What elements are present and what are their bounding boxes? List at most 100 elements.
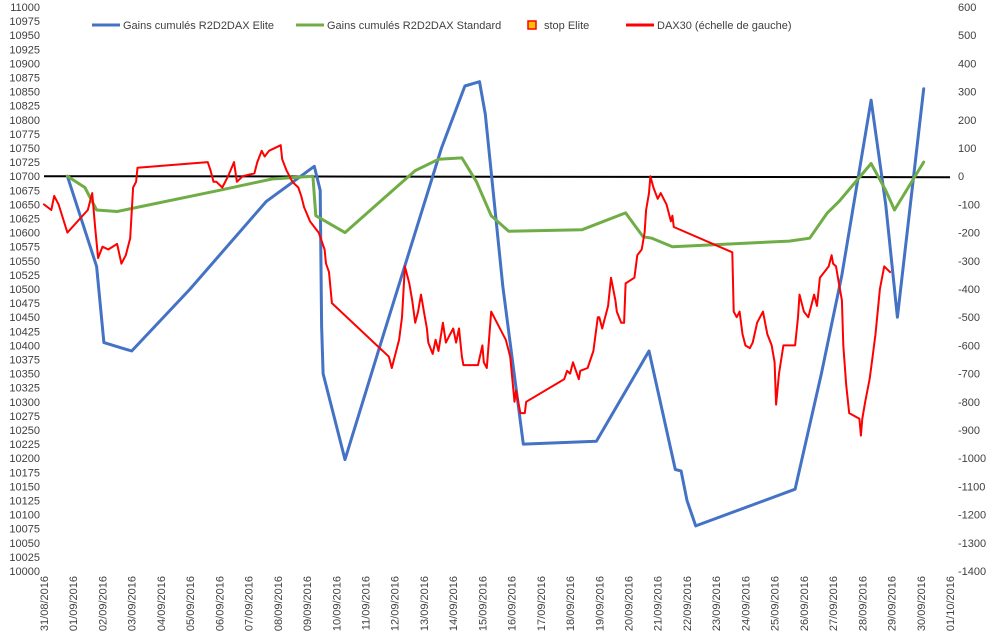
y-left-tick-label: 10775 (9, 129, 40, 141)
y-left-tick-label: 10025 (9, 552, 40, 564)
x-tick-label: 25/09/2016 (770, 576, 782, 631)
y-left-tick-label: 11000 (10, 2, 40, 14)
x-tick-label: 26/09/2016 (799, 576, 811, 631)
y-right-tick-label: -800 (958, 397, 980, 409)
y-left-tick-label: 10425 (9, 326, 40, 338)
y-left-tick-label: 10125 (9, 496, 40, 508)
y-right-tick-label: -1200 (958, 510, 986, 522)
y-right-tick-label: -1400 (958, 566, 986, 578)
legend-label: DAX30 (échelle de gauche) (657, 20, 792, 32)
x-tick-label: 06/09/2016 (214, 576, 226, 631)
y-right-tick-label: -1000 (958, 453, 986, 465)
legend-marker (527, 20, 537, 30)
y-left-tick-label: 10150 (9, 481, 40, 493)
y-left-tick-label: 10975 (9, 16, 40, 28)
y-left-tick-label: 10825 (9, 101, 40, 113)
x-tick-label: 21/09/2016 (653, 576, 665, 631)
y-right-tick-label: 300 (958, 87, 976, 99)
x-tick-label: 31/08/2016 (39, 576, 51, 631)
x-tick-label: 17/09/2016 (536, 576, 548, 631)
x-tick-label: 10/09/2016 (331, 576, 343, 631)
x-tick-label: 04/09/2016 (156, 576, 168, 631)
x-tick-label: 30/09/2016 (916, 576, 928, 631)
y-left-tick-label: 10950 (9, 30, 40, 42)
x-tick-label: 19/09/2016 (594, 576, 606, 631)
y-left-tick-label: 10900 (9, 58, 40, 70)
y-left-tick-label: 10475 (9, 298, 40, 310)
x-tick-label: 05/09/2016 (185, 576, 197, 631)
y-left-tick-label: 10200 (9, 453, 40, 465)
y-left-tick-label: 10075 (9, 524, 40, 536)
x-tick-label: 01/09/2016 (68, 576, 80, 631)
y-right-tick-label: -300 (958, 256, 980, 268)
x-tick-label: 18/09/2016 (565, 576, 577, 631)
y-right-tick-label: 200 (958, 115, 976, 127)
y-left-tick-label: 10850 (9, 87, 40, 99)
y-left-tick-label: 10375 (9, 355, 40, 367)
legend: Gains cumulés R2D2DAX Elite Gains cumulés… (92, 20, 792, 32)
legend-label: stop Elite (544, 20, 589, 32)
y-right-tick-label: -700 (958, 369, 980, 381)
y-left-tick-label: 10650 (9, 199, 40, 211)
y-left-tick-label: 10750 (9, 143, 40, 155)
y-left-tick-label: 10400 (9, 340, 40, 352)
y-right-tick-label: -1100 (958, 481, 985, 493)
x-tick-label: 20/09/2016 (624, 576, 636, 631)
y-left-tick-label: 10700 (9, 171, 40, 183)
y-right-tick-label: 600 (958, 2, 976, 14)
y-right-tick-label: -600 (958, 340, 980, 352)
y-left-tick-label: 10450 (9, 312, 40, 324)
legend-label: Gains cumulés R2D2DAX Elite (123, 20, 274, 32)
y-left-tick-label: 10250 (9, 425, 40, 437)
y-right-tick-label: -1300 (958, 538, 986, 550)
y-left-tick-label: 10500 (9, 284, 40, 296)
x-tick-label: 08/09/2016 (273, 576, 285, 631)
x-tick-label: 29/09/2016 (887, 576, 899, 631)
axes: 10000 10025 10050 10075 10100 10125 10150 10175… (9, 2, 986, 631)
y-left-tick-label: 10725 (9, 157, 40, 169)
y-right-tick-label: -900 (958, 425, 980, 437)
y-left-tick-label: 10925 (9, 44, 40, 56)
y-left-tick-label: 10525 (9, 270, 40, 282)
y-left-tick-label: 10575 (9, 242, 40, 254)
x-tick-label: 27/09/2016 (828, 576, 840, 631)
y-left-tick-label: 10300 (9, 397, 40, 409)
y-right-tick-label: -400 (958, 284, 980, 296)
x-tick-label: 16/09/2016 (507, 576, 519, 631)
legend-label: Gains cumulés R2D2DAX Standard (327, 20, 501, 32)
series-layer (43, 80, 926, 528)
y-left-tick-label: 10600 (9, 228, 40, 240)
x-tick-label: 24/09/2016 (740, 576, 752, 631)
y-right-tick-label: 400 (958, 58, 976, 70)
x-tick-label: 11/09/2016 (360, 576, 372, 630)
y-left-tick-label: 10875 (9, 73, 40, 85)
y-left-tick-label: 10100 (9, 510, 40, 522)
x-tick-label: 01/10/2016 (945, 576, 957, 631)
y-right-tick-label: 100 (958, 143, 976, 155)
series-line-elite (65, 80, 926, 528)
y-left-tick-label: 10675 (9, 185, 40, 197)
x-tick-label: 07/09/2016 (244, 576, 256, 631)
x-tick-label: 28/09/2016 (857, 576, 869, 631)
x-tick-label: 14/09/2016 (448, 576, 460, 631)
y-left-tick-label: 10225 (9, 439, 40, 451)
x-tick-label: 23/09/2016 (711, 576, 723, 631)
y-left-tick-label: 10050 (9, 538, 40, 550)
y-left-tick-label: 10550 (9, 256, 40, 268)
zero-line (43, 175, 951, 179)
y-left-tick-label: 10175 (9, 467, 40, 479)
x-tick-label: 09/09/2016 (302, 576, 314, 631)
series-line-dax30 (43, 144, 892, 437)
y-left-tick-label: 10325 (9, 383, 40, 395)
x-tick-label: 13/09/2016 (419, 576, 431, 631)
y-left-tick-label: 10000 (9, 566, 40, 578)
y-right-tick-label: -500 (958, 312, 980, 324)
y-right-tick-label: -100 (958, 199, 980, 211)
y-right-tick-label: 500 (958, 30, 976, 42)
y-right-tick-label: 0 (958, 171, 964, 183)
series-line-standard (65, 156, 926, 249)
x-tick-label: 02/09/2016 (97, 576, 109, 631)
x-tick-label: 03/09/2016 (127, 576, 139, 631)
y-left-tick-label: 10350 (9, 369, 40, 381)
